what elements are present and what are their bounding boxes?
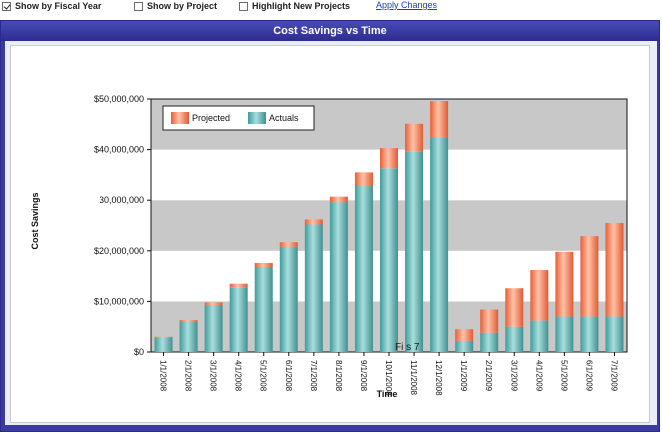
bar-projected [254, 262, 273, 267]
cost-savings-chart: $0 $10,000,000 $20,000,000 $30,000,000 $40,0… [30, 94, 628, 399]
bar-actuals [480, 332, 499, 352]
bar-actuals [254, 266, 273, 352]
bar-actuals [354, 186, 373, 352]
chart-window: Cost Savings vs Time $0 $10,000,000 $20,00… [0, 20, 660, 432]
bar-projected [304, 219, 323, 225]
bar-projected [279, 242, 298, 247]
bar-projected [329, 196, 348, 203]
legend-swatch-actuals [248, 112, 266, 124]
label-occluder [64, 158, 100, 210]
bar-actuals [430, 137, 449, 352]
window-bottom-edge [1, 425, 659, 431]
bar-projected [354, 172, 373, 187]
bar-projected [580, 236, 599, 317]
fiscal-year-label: Show by Fiscal Year [15, 1, 102, 11]
y-tick-label: $10,000,000 [94, 296, 144, 306]
bar-actuals [455, 340, 474, 352]
x-tick-label: 2/1/2008 [184, 360, 193, 392]
highlight-label: Highlight New Projects [252, 1, 351, 11]
bar-projected [555, 251, 574, 317]
y-tick-label: $50,000,000 [94, 94, 144, 104]
by-project-checkbox[interactable] [134, 1, 143, 11]
bar-projected [179, 320, 198, 322]
bar-actuals [304, 224, 323, 352]
x-tick-label: 2/1/2009 [484, 360, 493, 392]
chart-title: Cost Savings vs Time [1, 21, 659, 41]
apply-changes-link[interactable]: Apply Changes [376, 0, 438, 10]
fiscal-year-checkbox[interactable] [2, 1, 11, 11]
bar-actuals [580, 316, 599, 352]
x-tick-label: 12/1/2008 [434, 360, 443, 396]
bar-projected [505, 288, 524, 327]
x-tick-label: 3/1/2008 [209, 360, 218, 392]
bar-projected [455, 329, 474, 341]
y-tick-label: $30,000,000 [94, 195, 144, 205]
overlay-annotation: Fi s 7 [395, 342, 420, 353]
x-tick-label: 9/1/2008 [359, 360, 368, 392]
legend-label-projected: Projected [192, 113, 230, 123]
by-project-option[interactable]: Show by Project [134, 0, 217, 12]
bar-actuals [530, 320, 549, 352]
bar-projected [530, 270, 549, 321]
bar-actuals [279, 246, 298, 352]
y-tick-label: $20,000,000 [94, 246, 144, 256]
legend-swatch-projected [171, 112, 189, 124]
bar-actuals [229, 287, 248, 352]
bar-actuals [204, 304, 223, 352]
x-axis-title: Time [377, 389, 398, 399]
x-tick-label: 5/1/2008 [259, 360, 268, 392]
bar-projected [154, 336, 173, 338]
fiscal-year-option[interactable]: Show by Fiscal Year [2, 0, 101, 12]
chart-options-toolbar: Show by Fiscal Year Show by Project High… [0, 0, 662, 14]
bar-projected [605, 222, 624, 317]
highlight-option[interactable]: Highlight New Projects [239, 0, 350, 12]
y-tick-label: $40,000,000 [94, 145, 144, 155]
x-tick-label: 7/1/2009 [609, 360, 618, 392]
bar-actuals [154, 337, 173, 352]
bar-projected [229, 283, 248, 288]
bar-actuals [605, 316, 624, 352]
bar-projected [405, 123, 424, 152]
bar-projected [430, 101, 449, 138]
x-tick-label: 4/1/2008 [234, 360, 243, 392]
by-project-label: Show by Project [147, 1, 218, 11]
x-tick-label: 3/1/2009 [509, 360, 518, 392]
bar-actuals [329, 202, 348, 352]
x-tick-label: 1/1/2008 [159, 360, 168, 392]
bar-actuals [555, 316, 574, 352]
x-tick-label: 8/1/2008 [334, 360, 343, 392]
bar-actuals [405, 151, 424, 352]
bar-actuals [505, 326, 524, 352]
x-tick-label: 5/1/2009 [559, 360, 568, 392]
x-tick-label: 1/1/2009 [459, 360, 468, 392]
bar-actuals [380, 168, 398, 352]
chart-panel: $0 $10,000,000 $20,000,000 $30,000,000 $40,0… [10, 45, 650, 423]
y-axis-title: Cost Savings [30, 192, 40, 249]
x-tick-label: 7/1/2008 [309, 360, 318, 392]
y-tick-label: $0 [134, 347, 144, 357]
bar-actuals [179, 321, 198, 352]
x-tick-label: 4/1/2009 [534, 360, 543, 392]
bar-projected [480, 309, 499, 333]
legend-label-actuals: Actuals [269, 113, 299, 123]
x-tick-label: 6/1/2008 [284, 360, 293, 392]
bar-projected [380, 148, 398, 169]
highlight-checkbox[interactable] [239, 1, 248, 11]
x-tick-label: 11/1/2008 [409, 360, 418, 396]
bar-projected [204, 302, 223, 305]
x-tick-label: 6/1/2009 [584, 360, 593, 392]
x-tick-label: 10/1/2008 [384, 360, 393, 396]
